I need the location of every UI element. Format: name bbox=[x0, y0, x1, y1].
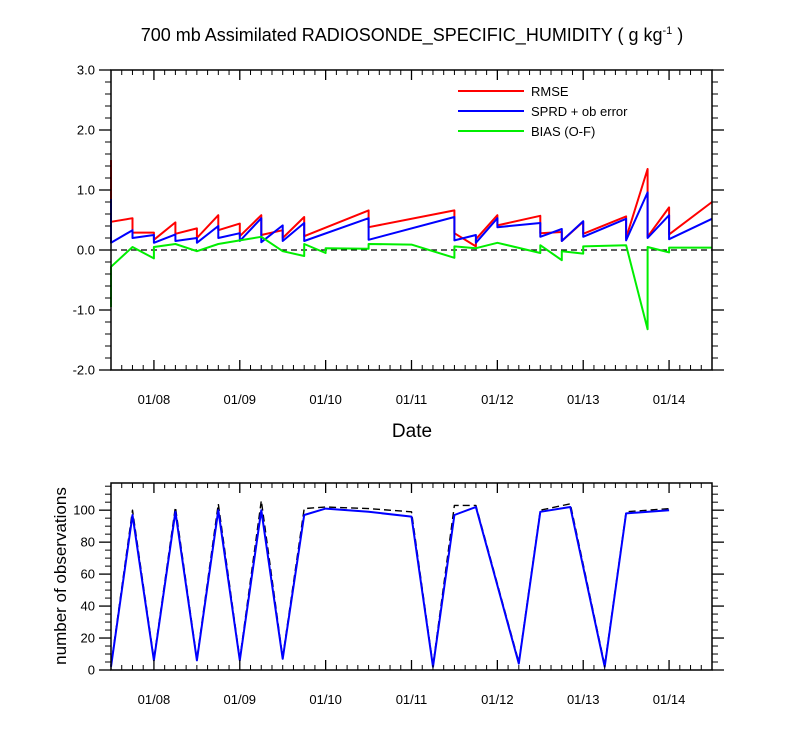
y-tick-label: 100 bbox=[73, 503, 95, 518]
x-tick-label: 01/10 bbox=[309, 692, 342, 707]
x-tick-label: 01/13 bbox=[567, 692, 600, 707]
legend-label-rmse: RMSE bbox=[531, 84, 569, 99]
series-line-bias-o-f bbox=[111, 237, 712, 329]
series-line-rmse bbox=[111, 160, 712, 246]
series-line-used bbox=[111, 507, 669, 667]
plot-frame bbox=[111, 483, 712, 670]
x-tick-label: 01/12 bbox=[481, 692, 514, 707]
y-tick-label: 1.0 bbox=[77, 183, 95, 198]
y-tick-label: 60 bbox=[81, 567, 95, 582]
x-tick-label: 01/08 bbox=[138, 392, 171, 407]
y-tick-label: 0.0 bbox=[77, 243, 95, 258]
top-plot: 01/08 01/09 01/10 01/11 01/12 01/13 01/14 -2.0 -… bbox=[73, 63, 724, 408]
x-axis-label: Date bbox=[392, 421, 432, 442]
y-tick-label: 20 bbox=[81, 631, 95, 646]
x-tick-label: 01/13 bbox=[567, 392, 600, 407]
y-tick-label: 3.0 bbox=[77, 63, 95, 78]
x-tick-label: 01/08 bbox=[138, 692, 171, 707]
x-tick-label: 01/09 bbox=[224, 692, 257, 707]
y-tick-label: 40 bbox=[81, 599, 95, 614]
x-tick-label: 01/14 bbox=[653, 692, 686, 707]
x-tick-label: 01/12 bbox=[481, 392, 514, 407]
x-tick-label: 01/10 bbox=[309, 392, 342, 407]
chart-title-main: 700 mb Assimilated RADIOSONDE_SPECIFIC_H… bbox=[141, 25, 663, 46]
x-tick-label: 01/09 bbox=[224, 392, 257, 407]
legend-label-sprd-ob-error: SPRD + ob error bbox=[531, 104, 628, 119]
y-axis-label-observations: number of observations bbox=[51, 487, 70, 665]
y-tick-label: 2.0 bbox=[77, 123, 95, 138]
bottom-plot: 01/08 01/09 01/10 01/11 01/12 01/13 01/14 0 20 40… bbox=[73, 483, 724, 707]
chart-canvas: 700 mb Assimilated RADIOSONDE_SPECIFIC_H… bbox=[0, 0, 800, 750]
chart-title: 700 mb Assimilated RADIOSONDE_SPECIFIC_H… bbox=[141, 25, 684, 46]
x-tick-label: 01/11 bbox=[396, 392, 428, 407]
x-tick-label: 01/14 bbox=[653, 392, 686, 407]
y-tick-label: -1.0 bbox=[73, 303, 95, 318]
chart-title-superscript: -1 bbox=[663, 25, 673, 37]
x-tick-label: 01/11 bbox=[396, 692, 428, 707]
chart-title-end: ) bbox=[672, 25, 683, 45]
y-tick-label: -2.0 bbox=[73, 363, 95, 378]
y-tick-label: 0 bbox=[88, 663, 95, 678]
legend-label-bias-o-f: BIAS (O-F) bbox=[531, 124, 595, 139]
y-tick-label: 80 bbox=[81, 535, 95, 550]
